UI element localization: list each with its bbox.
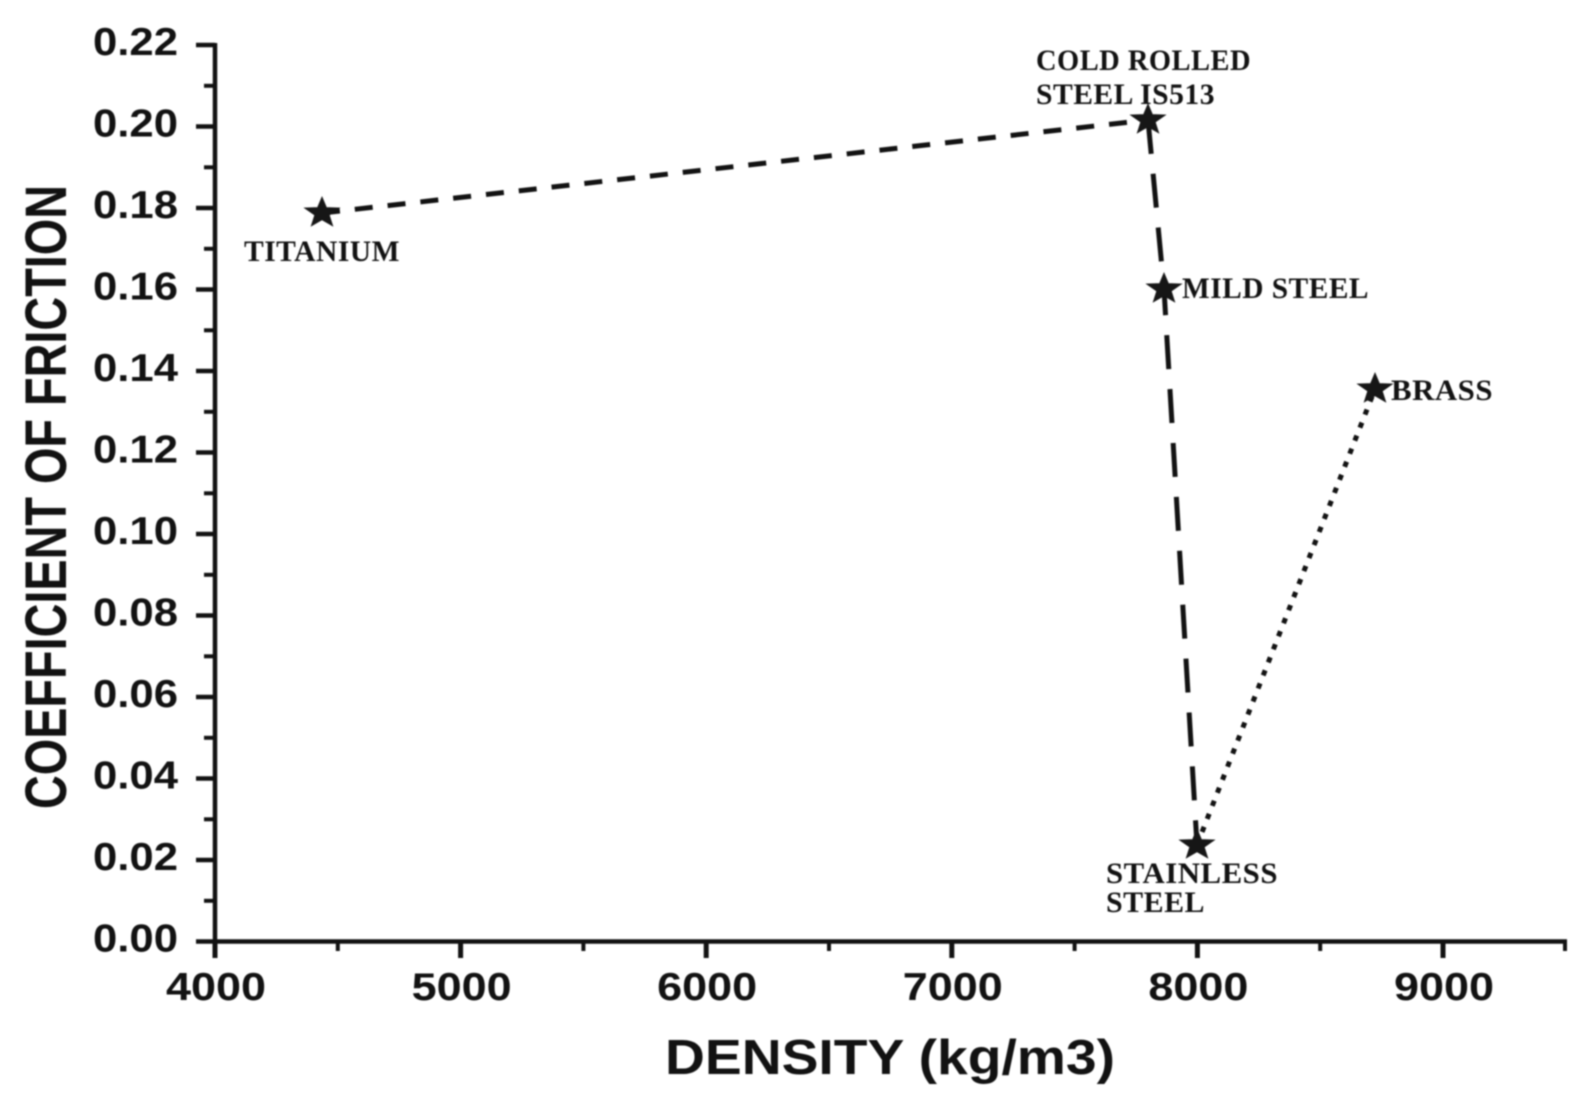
svg-text:0.16: 0.16 [93,266,178,309]
svg-text:5000: 5000 [412,966,512,1009]
svg-text:DENSITY (kg/m3): DENSITY (kg/m3) [665,1031,1115,1085]
svg-text:0.04: 0.04 [93,755,179,798]
svg-text:0.12: 0.12 [93,429,178,472]
svg-text:0.22: 0.22 [93,21,178,64]
svg-text:STEEL IS513: STEEL IS513 [1036,78,1215,111]
svg-text:7000: 7000 [903,966,1003,1009]
svg-text:9000: 9000 [1394,966,1494,1009]
svg-text:COEFFICIENT OF FRICTION: COEFFICIENT OF FRICTION [14,185,79,809]
svg-text:0.18: 0.18 [93,184,178,227]
svg-text:COLD ROLLED: COLD ROLLED [1036,44,1251,77]
svg-text:0.00: 0.00 [93,918,178,961]
svg-text:STAINLESS: STAINLESS [1106,857,1278,890]
svg-text:4000: 4000 [166,966,266,1009]
svg-text:STEEL: STEEL [1106,886,1205,919]
svg-text:0.06: 0.06 [93,673,178,716]
svg-text:8000: 8000 [1148,966,1248,1009]
svg-text:0.14: 0.14 [93,347,179,390]
svg-text:TITANIUM: TITANIUM [244,235,400,268]
svg-text:0.20: 0.20 [93,103,178,146]
svg-text:BRASS: BRASS [1391,374,1493,407]
svg-text:6000: 6000 [657,966,757,1009]
svg-text:0.10: 0.10 [93,510,178,553]
svg-text:0.02: 0.02 [93,836,178,879]
svg-text:MILD STEEL: MILD STEEL [1182,272,1369,305]
svg-text:0.08: 0.08 [93,592,178,635]
